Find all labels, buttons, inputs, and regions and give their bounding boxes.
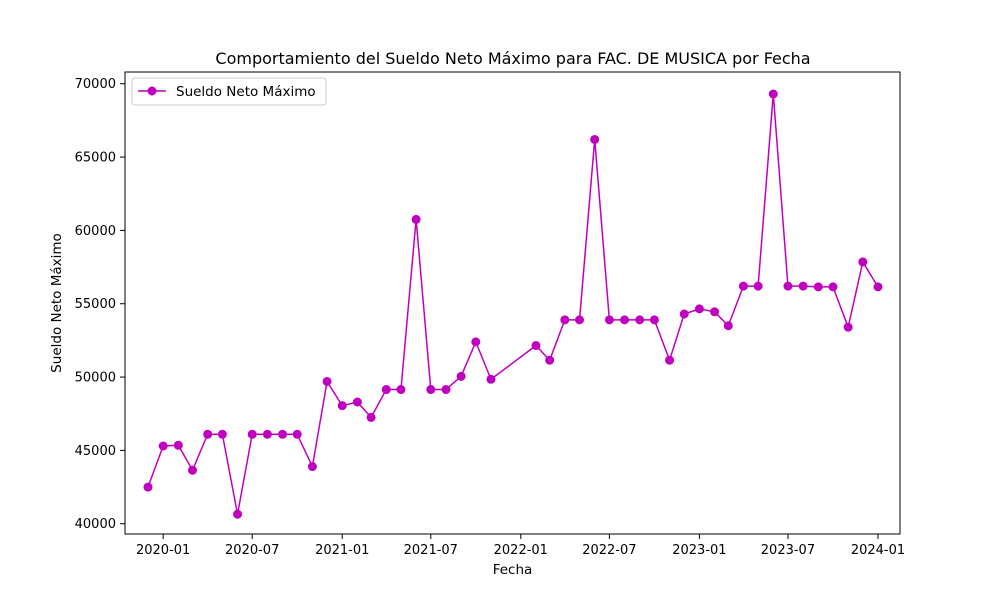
data-point [322,376,332,386]
legend-label: Sueldo Neto Máximo [176,84,316,100]
data-point [560,315,570,325]
data-point [396,385,406,395]
x-tick-label: 2020-07 [225,543,279,558]
data-point [590,134,600,144]
axes-frame [124,71,901,535]
legend: Sueldo Neto Máximo [131,77,327,106]
chart-title: Comportamiento del Sueldo Neto Máximo pa… [215,49,810,68]
data-point [649,315,659,325]
data-point [471,337,481,347]
data-point [337,401,347,411]
data-point [753,281,763,291]
x-axis-label: Fecha [493,562,533,578]
data-point [486,374,496,384]
y-tick-label: 60000 [75,224,116,239]
data-point [247,429,257,439]
legend-box [131,77,327,106]
data-point [843,322,853,332]
data-point [873,282,883,292]
data-point [665,355,675,365]
data-point [635,315,645,325]
data-point [545,355,555,365]
data-point [783,281,793,291]
data-point [381,385,391,395]
x-tick-label: 2020-01 [136,543,190,558]
y-tick-label: 65000 [75,151,116,166]
y-tick-label: 55000 [75,297,116,312]
data-point [188,465,198,475]
data-point [828,282,838,292]
data-point [278,429,288,439]
data-point [441,385,451,395]
x-tick-label: 2024-01 [851,543,905,558]
data-point [710,307,720,317]
data-point [738,281,748,291]
data-point [158,441,168,451]
plot-area: 2020-01 2020-07 2021-01 2021-07 2022-01 2022-… [75,77,906,558]
data-point [858,257,868,267]
data-point [173,440,183,450]
data-point [723,321,733,331]
data-point [352,397,362,407]
legend-marker-swatch [147,86,157,96]
data-point [768,89,778,99]
data-point [679,309,689,319]
y-tick-label: 50000 [75,371,116,386]
data-point [217,429,227,439]
y-tick-label: 45000 [75,444,116,459]
data-point [531,341,541,351]
data-point [307,462,317,472]
data-point [203,429,213,439]
x-tick-label: 2023-01 [672,543,726,558]
data-point [456,371,466,381]
data-point [798,281,808,291]
data-point [426,385,436,395]
data-point [604,315,614,325]
data-point [411,214,421,224]
data-point [694,304,704,314]
x-tick-label: 2022-01 [494,543,548,558]
data-point [366,412,376,422]
y-axis-label: Sueldo Neto Máximo [49,233,65,373]
data-point [143,482,153,492]
y-tick-label: 40000 [75,517,116,532]
data-point [813,282,823,292]
data-point [292,429,302,439]
x-tick-label: 2023-07 [761,543,815,558]
x-tick-label: 2021-01 [315,543,369,558]
data-point [233,509,243,519]
x-tick-label: 2021-07 [404,543,458,558]
x-tick-label: 2022-07 [582,543,636,558]
data-point [620,315,630,325]
y-tick-label: 70000 [75,77,116,92]
data-point [575,315,585,325]
data-point [262,429,272,439]
